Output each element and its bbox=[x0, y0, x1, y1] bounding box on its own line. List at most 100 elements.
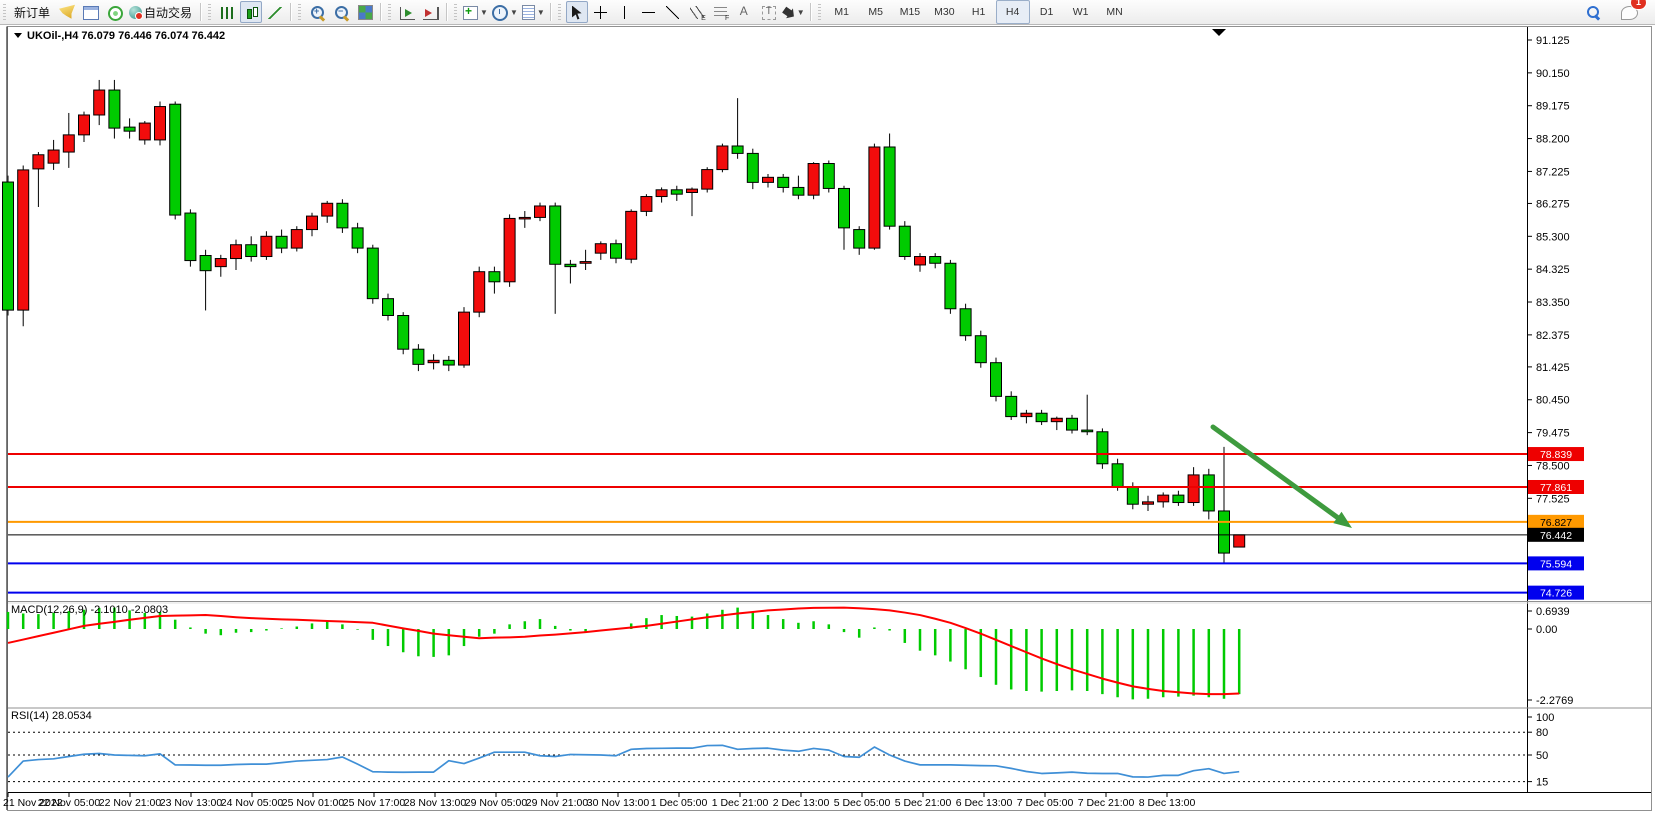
chart-shift-icon[interactable] bbox=[420, 1, 442, 23]
candle-bullish bbox=[579, 261, 592, 264]
toolbar-grip-chart-types bbox=[208, 4, 212, 20]
candle-bearish bbox=[336, 202, 349, 229]
templates-icon[interactable]: ▼ bbox=[521, 1, 546, 23]
candle-bearish bbox=[792, 186, 805, 196]
price-tick-label: 85.300 bbox=[1536, 231, 1570, 243]
candle-bullish bbox=[1020, 412, 1033, 418]
periods-icon[interactable]: ▼ bbox=[491, 1, 519, 23]
new-order-icon[interactable] bbox=[56, 1, 78, 23]
cursor-icon[interactable] bbox=[565, 1, 588, 23]
candle-bearish bbox=[1218, 510, 1230, 554]
candle-bearish bbox=[944, 262, 957, 310]
horizontal-line-icon[interactable] bbox=[638, 1, 660, 23]
candle-bullish bbox=[914, 256, 926, 266]
candle-bearish bbox=[199, 255, 212, 272]
candle-bearish bbox=[822, 163, 835, 189]
fibonacci-icon bbox=[714, 7, 729, 22]
chart-window-icon[interactable] bbox=[80, 1, 102, 23]
indicators-icon[interactable]: ▼ bbox=[462, 1, 489, 23]
resistance-line-2-axis-badge bbox=[1528, 479, 1584, 494]
rsi-axis-label: 15 bbox=[1536, 777, 1548, 789]
line-chart-icon[interactable] bbox=[264, 1, 286, 23]
candlestick-chart-icon[interactable] bbox=[240, 1, 263, 23]
periods-icon bbox=[491, 5, 508, 21]
tf-m15[interactable]: M15 bbox=[899, 6, 921, 18]
tf-m1[interactable]: M1 bbox=[834, 6, 850, 18]
caret-down-icon: ▼ bbox=[796, 7, 805, 17]
search-icon[interactable] bbox=[1582, 1, 1604, 23]
auto-scroll-icon[interactable] bbox=[396, 1, 418, 23]
notifications-icon[interactable]: 1 bbox=[1618, 0, 1646, 23]
candle-bullish bbox=[625, 210, 638, 260]
bar-chart-icon[interactable] bbox=[216, 1, 238, 23]
toolbar-grip-scroll bbox=[388, 4, 392, 20]
line-chart-icon bbox=[268, 7, 283, 19]
price-tick-label: 89.175 bbox=[1536, 101, 1570, 113]
time-tick-label: 23 Nov 13:00 bbox=[160, 797, 223, 809]
tf-h4[interactable]: H4 bbox=[995, 0, 1030, 24]
new-order-button[interactable]: 新订单 bbox=[11, 1, 54, 23]
time-tick-label: 1 Dec 21:00 bbox=[712, 797, 769, 809]
tf-mn[interactable]: MN bbox=[1106, 6, 1123, 18]
text-label-icon[interactable] bbox=[758, 1, 780, 23]
zoom-in-icon[interactable]: + bbox=[306, 1, 328, 23]
tile-windows-icon bbox=[357, 5, 373, 20]
candle-bullish bbox=[47, 149, 60, 164]
trendline-icon[interactable] bbox=[662, 1, 684, 23]
tile-windows-icon[interactable] bbox=[354, 1, 376, 23]
price-tick-label: 78.500 bbox=[1536, 460, 1570, 472]
toolbar-separator bbox=[200, 3, 203, 21]
candle-bullish bbox=[321, 202, 334, 217]
macd-axis-label: 0.00 bbox=[1536, 624, 1557, 636]
candle-bullish bbox=[1233, 534, 1246, 548]
tf-h1[interactable]: H1 bbox=[971, 6, 986, 18]
chart-shift-marker[interactable] bbox=[1212, 29, 1226, 36]
tf-w1[interactable]: W1 bbox=[1072, 6, 1089, 18]
price-tick-label: 79.475 bbox=[1536, 428, 1570, 440]
candle-bearish bbox=[1111, 463, 1124, 488]
tf-m5[interactable]: M5 bbox=[868, 6, 884, 18]
zoom-out-icon: − bbox=[334, 5, 349, 20]
time-tick-label: 25 Nov 17:00 bbox=[343, 797, 406, 809]
chart-canvas[interactable]: 91.125 90.150 89.175 88.200 87.225 86.275 85.3… bbox=[0, 24, 1655, 825]
fibonacci-icon[interactable] bbox=[710, 1, 732, 23]
candle-bearish bbox=[974, 335, 987, 364]
chart-dropdown-icon[interactable] bbox=[14, 33, 22, 38]
candle-bullish bbox=[306, 215, 318, 231]
candle-bullish bbox=[640, 196, 653, 212]
candle-bearish bbox=[883, 146, 896, 227]
vertical-line-icon bbox=[618, 6, 632, 19]
tf-d1[interactable]: D1 bbox=[1039, 6, 1054, 18]
time-tick-label: 21 Nov 2022 bbox=[3, 797, 63, 809]
resistance-line-1-axis-badge bbox=[1528, 447, 1584, 462]
toolbar-separator bbox=[380, 3, 383, 21]
toolbar-grip-draw bbox=[557, 4, 561, 20]
arrows-icon[interactable]: ▼ bbox=[782, 1, 806, 23]
candle-bullish bbox=[458, 311, 470, 366]
equidistant-channel-icon[interactable] bbox=[686, 1, 708, 23]
support-line-orange-axis-label: 76.827 bbox=[1540, 517, 1572, 529]
time-tick-label: 7 Dec 21:00 bbox=[1078, 797, 1135, 809]
vertical-line-icon[interactable] bbox=[614, 1, 636, 23]
rsi-axis-label: 50 bbox=[1536, 750, 1548, 762]
candle-bullish bbox=[594, 243, 607, 254]
toolbar-separator bbox=[446, 3, 449, 21]
indicators-icon bbox=[463, 4, 479, 20]
caret-down-icon: ▼ bbox=[536, 7, 545, 17]
crosshair-icon[interactable] bbox=[590, 1, 612, 23]
templates-icon bbox=[521, 5, 535, 20]
price-tick-label: 84.325 bbox=[1536, 264, 1570, 276]
zoom-out-icon[interactable]: − bbox=[330, 1, 352, 23]
down-arrow-annotation[interactable] bbox=[1210, 424, 1340, 520]
autotrade-button[interactable]: 自动交易 bbox=[128, 1, 196, 23]
toolbar-separator bbox=[290, 3, 293, 21]
candle-bullish bbox=[1187, 474, 1200, 504]
new-order-icon bbox=[59, 4, 76, 19]
text-label-icon bbox=[761, 6, 776, 20]
candle-bearish bbox=[670, 189, 683, 195]
text-icon[interactable] bbox=[734, 1, 756, 23]
signal-icon[interactable] bbox=[104, 1, 126, 23]
candle-bearish bbox=[2, 181, 14, 311]
tf-m30[interactable]: M30 bbox=[934, 6, 955, 18]
